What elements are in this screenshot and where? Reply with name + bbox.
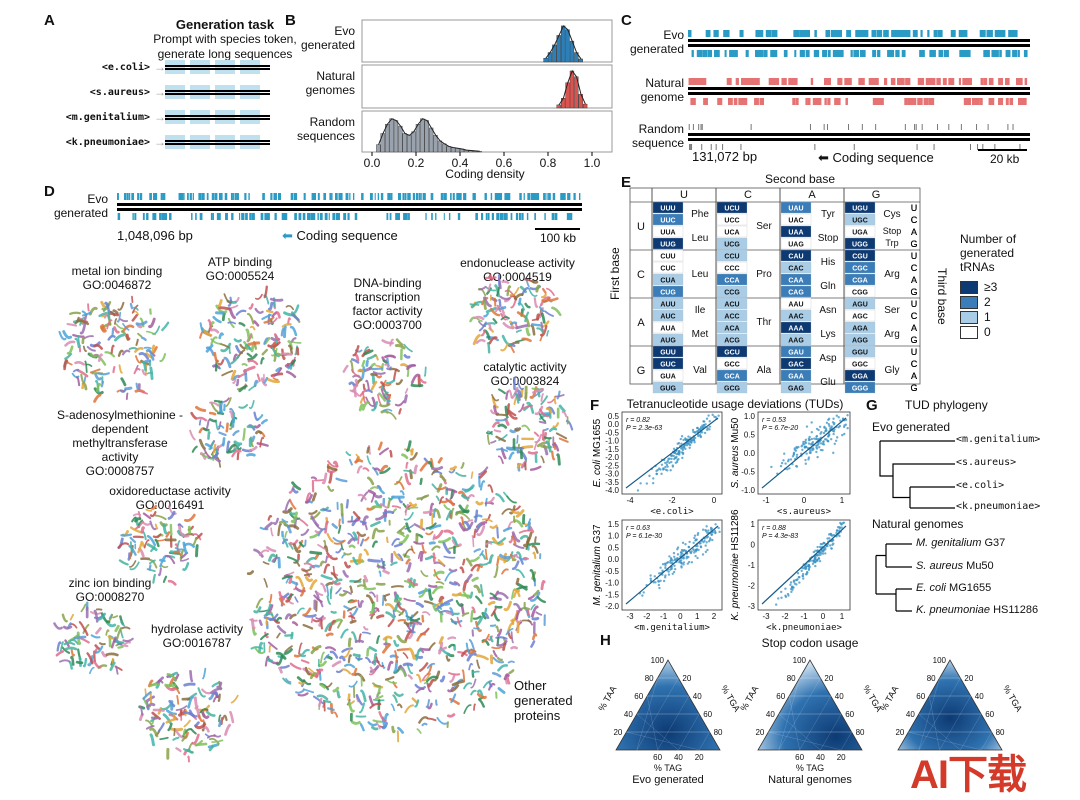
ternary-tick-taa: 60	[634, 692, 643, 701]
ternary-triangle	[898, 660, 1002, 750]
ternary-tick-tga: 40	[835, 692, 844, 701]
ternary-tick-tag: 60	[653, 753, 662, 762]
ternary-tick-taa: 80	[927, 674, 936, 683]
panel-c-row-label: Evo	[663, 28, 684, 42]
panel-c-row-label: sequence	[632, 136, 684, 150]
ternary-tick-tga: 60	[985, 710, 994, 719]
panel-b-row-label: generated	[301, 38, 355, 52]
ternary-tick-taa: 60	[916, 692, 925, 701]
ternary-tick-tag: 40	[674, 753, 683, 762]
ternary-triangle	[758, 660, 862, 750]
ternary-tick-tga: 40	[693, 692, 702, 701]
watermark: AI下载	[910, 742, 1026, 800]
ternary-tick-taa: 100	[651, 656, 665, 665]
ternary-tick-taa: 40	[624, 710, 633, 719]
ternary-axis-tag: % TAG	[796, 763, 824, 773]
ternary-tick-taa: 80	[787, 674, 796, 683]
ternary-tick-tga: 80	[996, 728, 1005, 737]
panel-c-row-label: Natural	[645, 76, 684, 90]
ternary-tick-tga: 60	[703, 710, 712, 719]
panel-c-row-label: Random	[639, 122, 684, 136]
ternary-tick-taa: 20	[755, 728, 764, 737]
panel-b-row-label: Evo	[334, 24, 355, 38]
ternary-axis-tga: % TGA	[1001, 684, 1024, 714]
ternary-axis-taa: % TAA	[738, 684, 760, 713]
panel-c-row-label: generated	[630, 42, 684, 56]
ternary-tick-tag: 60	[795, 753, 804, 762]
ternary-tick-tga: 40	[975, 692, 984, 701]
panel-b-row-label: Natural	[316, 69, 355, 83]
panel-b-row-label: genomes	[306, 83, 355, 97]
ternary-tick-tga: 80	[714, 728, 723, 737]
ternary-axis-tag: % TAG	[654, 763, 682, 773]
ternary-tick-taa: 40	[766, 710, 775, 719]
panel-b-row-label: Random	[310, 115, 355, 129]
watermark-text: AI下载	[910, 753, 1026, 797]
ternary-tick-tga: 20	[964, 674, 973, 683]
ternary-tick-taa: 60	[776, 692, 785, 701]
ternary-tick-taa: 100	[793, 656, 807, 665]
panel-b-row-label: sequences	[297, 129, 355, 143]
ternary-tick-tag: 40	[816, 753, 825, 762]
panel-c-row-label: genome	[641, 90, 684, 104]
ternary-tick-tag: 20	[837, 753, 846, 762]
ternary-tick-tga: 60	[845, 710, 854, 719]
ternary-triangle	[616, 660, 720, 750]
ternary-tick-tga: 20	[682, 674, 691, 683]
ternary-tick-tag: 20	[695, 753, 704, 762]
ternary-tick-taa: 100	[933, 656, 947, 665]
ternary-tick-taa: 20	[613, 728, 622, 737]
ternary-axis-taa: % TAA	[878, 684, 900, 713]
ternary-caption: Evo generated	[608, 774, 728, 786]
ternary-axis-taa: % TAA	[596, 684, 618, 713]
ternary-caption: Natural genomes	[750, 774, 870, 786]
ternary-tick-taa: 20	[895, 728, 904, 737]
ternary-tick-taa: 80	[645, 674, 654, 683]
ternary-tick-tga: 80	[856, 728, 865, 737]
ternary-tick-tga: 20	[824, 674, 833, 683]
ternary-tick-taa: 40	[906, 710, 915, 719]
